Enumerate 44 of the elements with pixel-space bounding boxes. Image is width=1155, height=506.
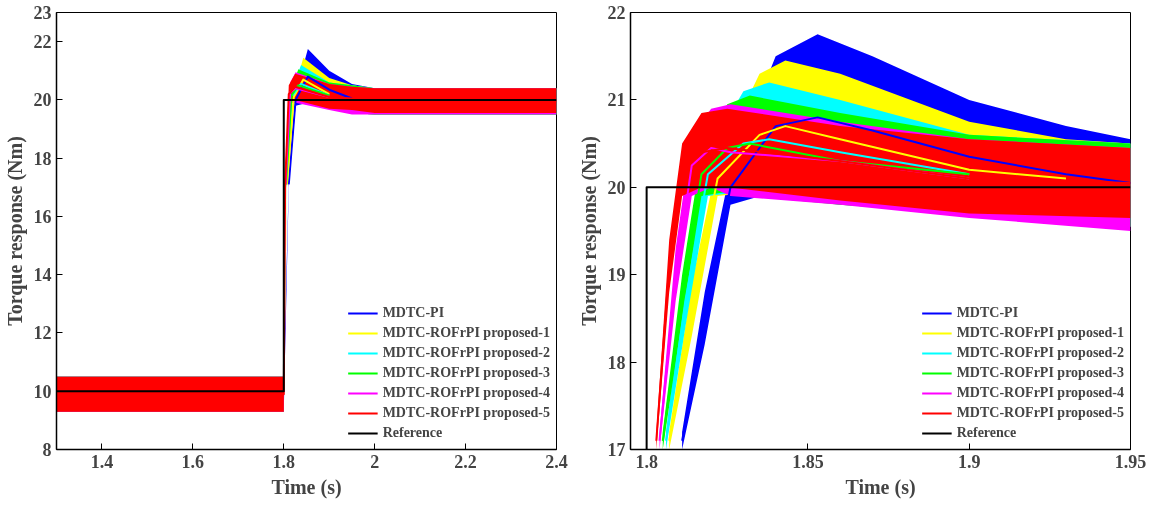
- legend-label: MDTC-ROFrPI proposed-3: [382, 365, 550, 381]
- y-tick-label: 21: [607, 90, 626, 111]
- y-tick-label: 18: [33, 148, 52, 169]
- x-tick-label: 1.85: [792, 451, 824, 472]
- y-tick-label: 22: [607, 3, 626, 23]
- x-tick-label: 2.4: [545, 451, 568, 472]
- line-series: [287, 75, 353, 186]
- legend-label: MDTC-ROFrPI proposed-5: [382, 405, 550, 421]
- x-tick-label: 1.8: [272, 451, 296, 472]
- legend-label: MDTC-PI: [956, 305, 1019, 321]
- legend-label: MDTC-ROFrPI proposed-5: [956, 405, 1124, 421]
- legend-label: MDTC-ROFrPI proposed-4: [382, 385, 550, 401]
- y-tick-label: 8: [42, 440, 52, 460]
- x-tick-label: 1.4: [90, 451, 114, 472]
- legend-label: MDTC-ROFrPI proposed-4: [956, 385, 1124, 401]
- y-axis-title: Torque response (Nm): [577, 136, 601, 326]
- y-tick-label: 14: [33, 265, 52, 286]
- y-tick-label: 17: [607, 440, 626, 460]
- x-tick-label: 1.9: [957, 451, 981, 472]
- x-tick-label: 1.8: [635, 451, 658, 472]
- legend-label: MDTC-ROFrPI proposed-1: [382, 325, 550, 341]
- y-tick-label: 19: [607, 265, 626, 286]
- y-tick-label: 18: [607, 352, 626, 373]
- y-tick-label: 10: [33, 381, 52, 402]
- y-tick-label: 23: [33, 3, 52, 23]
- x-tick-label: 1.95: [1114, 451, 1147, 472]
- y-tick-label: 22: [33, 32, 52, 53]
- x-tick-label: 2.2: [454, 451, 477, 472]
- y-axis-title: Torque response (Nm): [3, 136, 27, 326]
- x-axis-title: Time (s): [271, 475, 342, 499]
- legend-label: MDTC-ROFrPI proposed-1: [956, 325, 1124, 341]
- y-tick-label: 12: [33, 323, 52, 344]
- legend-label: Reference: [382, 425, 443, 441]
- x-tick-label: 1.6: [181, 451, 205, 472]
- y-tick-label: 20: [607, 177, 626, 198]
- y-tick-label: 20: [33, 90, 52, 111]
- x-tick-label: 2: [370, 451, 380, 472]
- x-axis-title: Time (s): [845, 475, 916, 499]
- legend-label: Reference: [956, 425, 1017, 441]
- legend-label: MDTC-PI: [382, 305, 445, 321]
- legend-label: MDTC-ROFrPI proposed-3: [956, 365, 1124, 381]
- legend-label: MDTC-ROFrPI proposed-2: [382, 345, 550, 361]
- legend-label: MDTC-ROFrPI proposed-2: [956, 345, 1124, 361]
- y-tick-label: 16: [33, 206, 52, 227]
